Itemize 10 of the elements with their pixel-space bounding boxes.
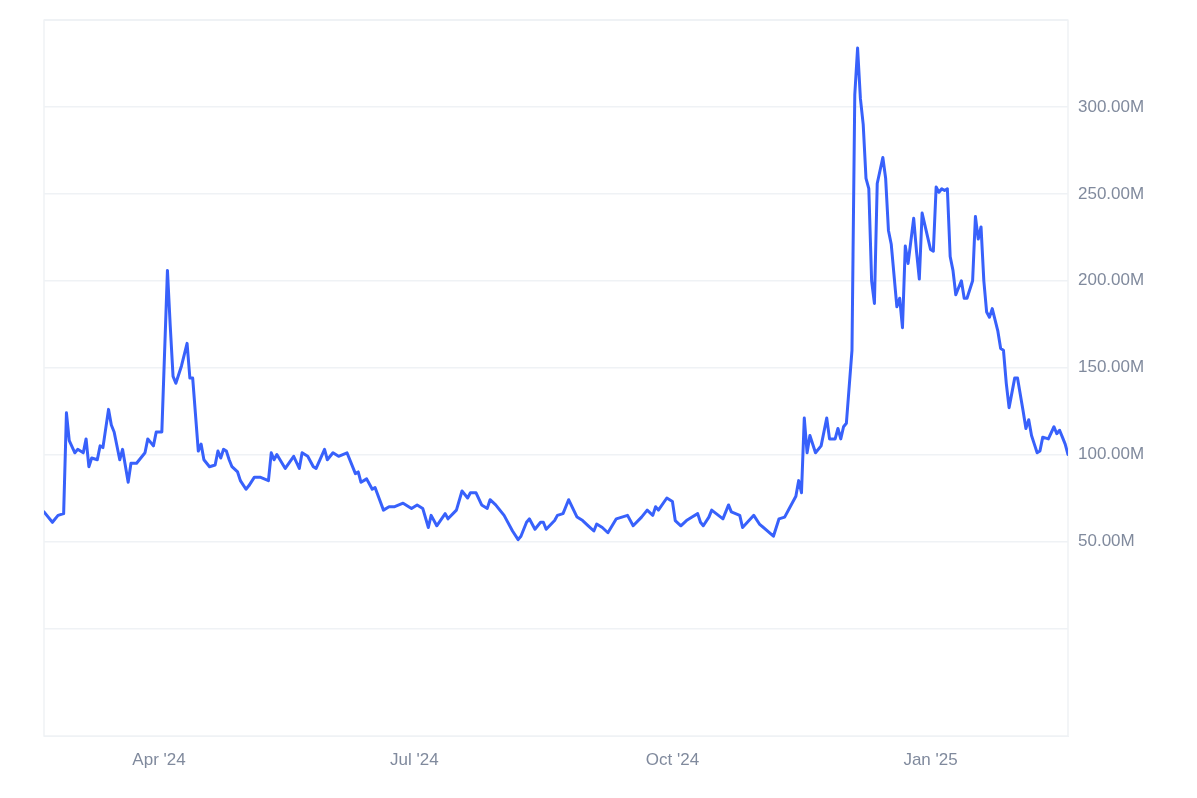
y-tick-label: 200.00M xyxy=(1078,270,1145,290)
y-tick-label: 300.00M xyxy=(1078,96,1145,116)
y-tick-label: 250.00M xyxy=(1078,183,1145,203)
x-tick-label: Jan '25 xyxy=(903,749,958,769)
x-tick-label: Oct '24 xyxy=(645,749,700,769)
y-tick-label: 150.00M xyxy=(1078,357,1145,377)
y-tick-label: 100.00M xyxy=(1078,444,1145,464)
x-tick-label: Jul '24 xyxy=(390,749,439,769)
y-tick-label: 50.00M xyxy=(1078,531,1135,551)
x-tick-label: Apr '24 xyxy=(132,749,186,769)
